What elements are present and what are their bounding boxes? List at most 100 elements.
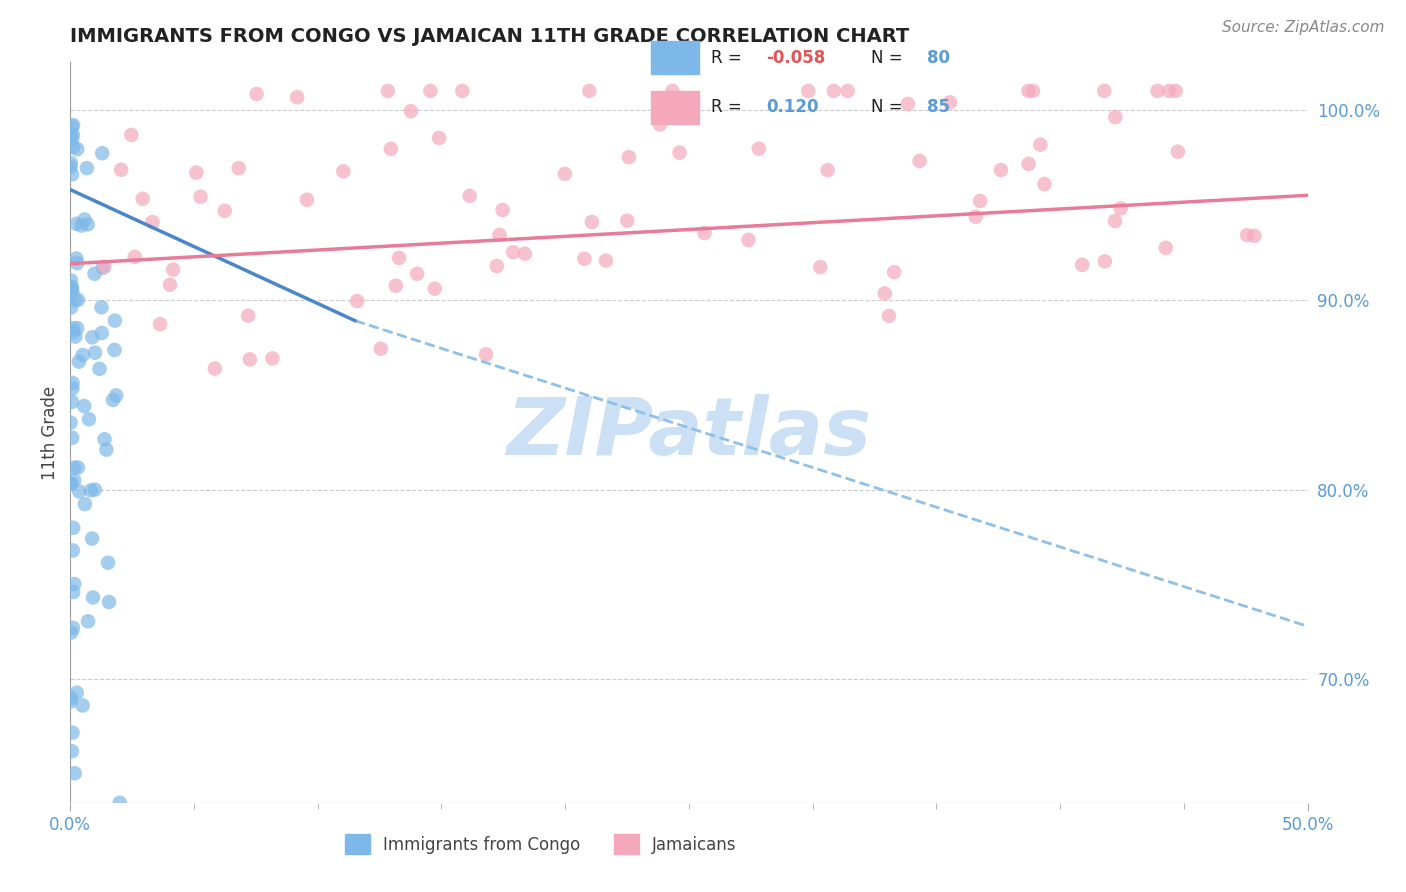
Point: [1164, 84, 1187, 98]
Text: R =: R =: [710, 98, 747, 116]
Point: [1022, 84, 1045, 98]
Point: [108, 796, 131, 810]
Point: [581, 215, 603, 229]
Point: [60, 744, 83, 758]
Point: [59, 416, 82, 430]
Point: [502, 245, 524, 260]
Point: [104, 313, 127, 327]
Point: [60, 625, 83, 640]
Point: [162, 262, 184, 277]
Point: [82, 591, 104, 605]
Point: [285, 90, 308, 104]
Point: [62, 140, 84, 154]
Point: [63, 473, 86, 487]
Point: [1154, 241, 1177, 255]
Point: [89, 361, 111, 376]
Point: [60, 131, 83, 145]
Text: Source: ZipAtlas.com: Source: ZipAtlas.com: [1222, 20, 1385, 35]
Point: [1029, 137, 1052, 152]
Point: [77, 412, 100, 426]
Point: [62, 621, 84, 635]
Point: [491, 202, 513, 217]
Point: [239, 352, 262, 367]
Point: [475, 347, 498, 361]
Point: [737, 233, 759, 247]
Text: R =: R =: [710, 49, 747, 67]
Point: [77, 614, 100, 628]
Point: [90, 326, 112, 340]
Point: [93, 432, 115, 446]
Point: [60, 476, 83, 491]
Point: [377, 84, 399, 98]
Bar: [651, 42, 699, 74]
Point: [83, 267, 105, 281]
Point: [103, 343, 125, 357]
Point: [59, 476, 82, 491]
Point: [62, 585, 84, 599]
Point: [67, 354, 90, 368]
Point: [1033, 177, 1056, 191]
Point: [616, 213, 638, 227]
Point: [578, 84, 600, 98]
Point: [419, 84, 441, 98]
Point: [990, 163, 1012, 178]
Point: [214, 203, 236, 218]
Bar: [651, 91, 699, 124]
Point: [70, 219, 93, 233]
Point: [262, 351, 284, 366]
Point: [63, 766, 86, 780]
Point: [370, 342, 392, 356]
Point: [65, 329, 87, 343]
Point: [939, 95, 962, 110]
Text: 80: 80: [927, 49, 949, 67]
Point: [883, 265, 905, 279]
Point: [66, 256, 89, 270]
Point: [72, 698, 94, 713]
Text: IMMIGRANTS FROM CONGO VS JAMAICAN 11TH GRADE CORRELATION CHART: IMMIGRANTS FROM CONGO VS JAMAICAN 11TH G…: [70, 27, 910, 45]
Point: [120, 128, 142, 142]
Point: [62, 118, 84, 132]
Point: [423, 282, 446, 296]
Point: [93, 260, 115, 274]
Point: [595, 253, 617, 268]
Point: [73, 399, 96, 413]
Point: [1236, 228, 1258, 243]
Point: [66, 460, 89, 475]
Point: [60, 281, 83, 295]
Point: [1243, 228, 1265, 243]
Point: [877, 309, 900, 323]
Point: [91, 260, 114, 275]
Point: [65, 217, 87, 231]
Point: [59, 129, 82, 144]
Point: [91, 146, 114, 161]
Point: [82, 532, 104, 546]
Point: [332, 164, 354, 178]
Point: [1092, 84, 1115, 98]
Point: [80, 483, 103, 498]
Point: [131, 192, 153, 206]
Text: ZIPatlas: ZIPatlas: [506, 393, 872, 472]
Point: [84, 345, 107, 359]
Point: [59, 273, 82, 287]
Point: [668, 145, 690, 160]
Point: [60, 280, 83, 294]
Point: [648, 117, 671, 131]
Point: [574, 252, 596, 266]
Point: [823, 84, 845, 98]
Point: [817, 163, 839, 178]
Text: -0.058: -0.058: [766, 49, 825, 67]
Point: [385, 278, 408, 293]
Point: [60, 395, 83, 409]
Point: [236, 309, 259, 323]
Point: [159, 277, 181, 292]
Point: [406, 267, 429, 281]
Point: [97, 556, 120, 570]
Point: [60, 120, 83, 134]
Point: [76, 161, 98, 175]
Point: [228, 161, 250, 176]
Point: [98, 595, 121, 609]
Text: 85: 85: [927, 98, 949, 116]
Point: [204, 361, 226, 376]
Point: [124, 250, 146, 264]
Point: [59, 156, 82, 170]
